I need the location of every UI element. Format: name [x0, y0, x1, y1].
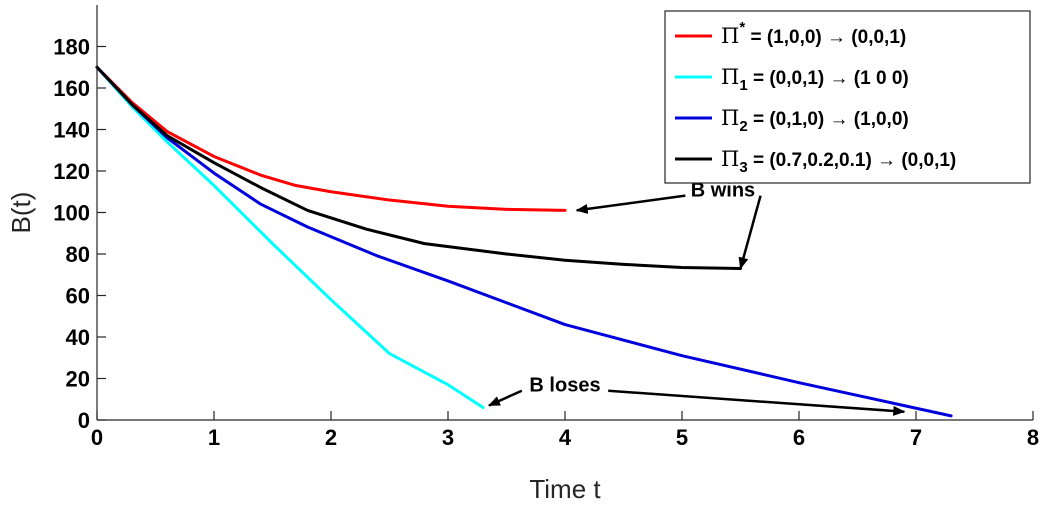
x-tick-label: 5	[676, 425, 688, 450]
y-tick-label: 180	[53, 35, 90, 60]
y-tick-label: 160	[53, 76, 90, 101]
x-tick-label: 0	[91, 425, 103, 450]
legend: Π* = (1,0,0) → (0,0,1) Π1 = (0,0,1) → (1 …	[664, 10, 1031, 184]
annotation-arrow-1-2	[738, 195, 762, 270]
annotation-arrow-2-1	[488, 389, 523, 407]
y-tick-label: 40	[66, 325, 90, 350]
y-tick-label: 100	[53, 201, 90, 226]
x-tick-label: 3	[442, 425, 454, 450]
x-tick-label: 4	[559, 425, 572, 450]
series-line-2	[95, 65, 485, 410]
y-tick-label: 140	[53, 118, 90, 143]
annotation-layer: B wins B loses	[488, 180, 906, 416]
y-axis-label: B(t)	[6, 192, 36, 234]
y-tick-label: 20	[66, 367, 90, 392]
annotation-arrow-1-1	[575, 194, 686, 214]
annotation-label-2: B loses	[529, 375, 600, 397]
series-layer	[95, 65, 953, 418]
y-tick-label: 60	[66, 284, 90, 309]
x-tick-label: 2	[325, 425, 337, 450]
series-line-4	[95, 65, 742, 271]
annotation-arrow-2-2	[608, 389, 906, 416]
legend-entry-3: Π2 = (0,1,0) → (1,0,0)	[721, 106, 909, 135]
y-tick-label: 80	[66, 242, 90, 267]
annotation-label-1: B wins	[691, 180, 755, 202]
legend-entry-4: Π3 = (0.7,0.2,0.1) → (0,0,1)	[721, 147, 956, 176]
x-tick-label: 1	[208, 425, 220, 450]
x-tick-label: 8	[1027, 425, 1039, 450]
x-tick-label: 6	[793, 425, 805, 450]
legend-entry-1: Π* = (1,0,0) → (0,0,1)	[721, 19, 906, 48]
legend-box	[664, 10, 1031, 184]
legend-entry-2: Π1 = (0,0,1) → (1 0 0)	[721, 65, 909, 94]
x-axis-label: Time t	[529, 474, 601, 504]
y-tick-label: 0	[78, 408, 90, 433]
x-tick-label: 7	[910, 425, 922, 450]
series-line-1	[95, 65, 567, 212]
y-tick-label: 120	[53, 159, 90, 184]
